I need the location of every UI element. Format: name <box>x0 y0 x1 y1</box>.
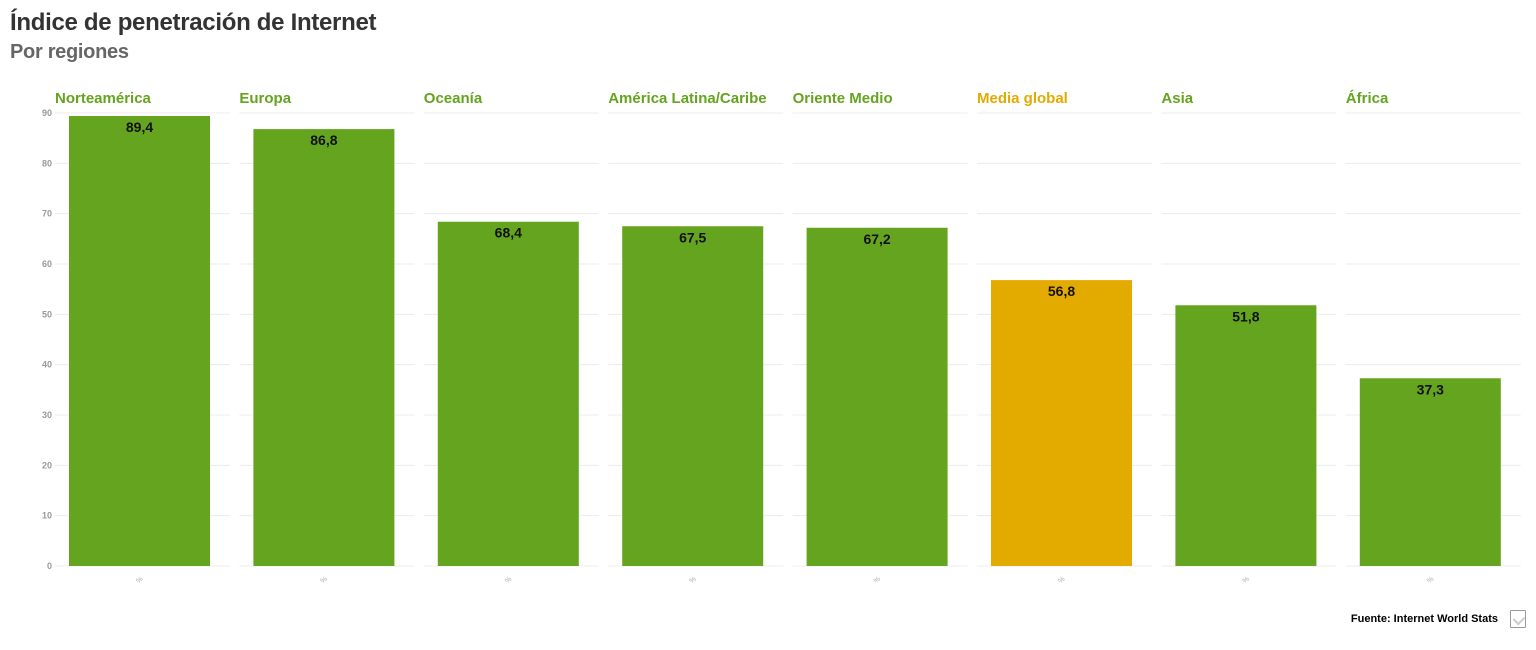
x-tick-label: % <box>873 576 882 585</box>
x-tick-label: % <box>135 576 144 585</box>
bar <box>437 221 579 566</box>
bar <box>253 129 395 566</box>
y-tick-label: 40 <box>42 360 52 370</box>
y-tick-label: 10 <box>42 511 52 521</box>
facet-label: Europa <box>239 90 291 107</box>
y-tick-label: 50 <box>42 309 52 319</box>
facet-label: Asia <box>1161 90 1193 107</box>
bar <box>622 226 764 566</box>
data-label: 89,4 <box>126 119 153 135</box>
x-tick-label: % <box>504 576 513 585</box>
data-label: 86,8 <box>310 132 337 148</box>
facet-label: Oriente Medio <box>793 90 893 107</box>
bar <box>806 227 948 566</box>
bar <box>991 280 1132 566</box>
data-label: 51,8 <box>1232 308 1259 324</box>
x-tick-label: % <box>688 576 697 585</box>
x-tick-label: % <box>1057 576 1066 585</box>
chart-subtitle: Por regiones <box>10 41 129 63</box>
data-label: 56,8 <box>1048 283 1075 299</box>
data-label: 37,3 <box>1417 381 1444 397</box>
y-tick-label: 60 <box>42 259 52 269</box>
data-label: 68,4 <box>495 225 522 241</box>
y-tick-label: 80 <box>42 158 52 168</box>
y-tick-label: 0 <box>47 561 52 571</box>
y-tick-label: 30 <box>42 410 52 420</box>
y-tick-label: 70 <box>42 209 52 219</box>
chart-title: Índice de penetración de Internet <box>10 9 377 36</box>
bar <box>1175 305 1317 566</box>
data-label: 67,5 <box>679 229 706 245</box>
facet-label: Oceanía <box>424 90 483 107</box>
x-tick-label: % <box>1242 576 1251 585</box>
facet-label: Norteamérica <box>55 90 152 107</box>
bar <box>69 116 210 567</box>
x-tick-label: % <box>320 576 329 585</box>
y-tick-label: 20 <box>42 460 52 470</box>
facet-label: Media global <box>977 90 1068 107</box>
facet-label: América Latina/Caribe <box>608 90 766 107</box>
bar <box>1359 378 1501 566</box>
data-label: 67,2 <box>863 231 890 247</box>
y-tick-label: 90 <box>42 108 52 118</box>
source-note: Fuente: Internet World Stats <box>1350 613 1498 625</box>
broken-image-icon <box>1510 610 1526 628</box>
x-tick-label: % <box>1426 576 1435 585</box>
facet-label: África <box>1346 90 1389 107</box>
